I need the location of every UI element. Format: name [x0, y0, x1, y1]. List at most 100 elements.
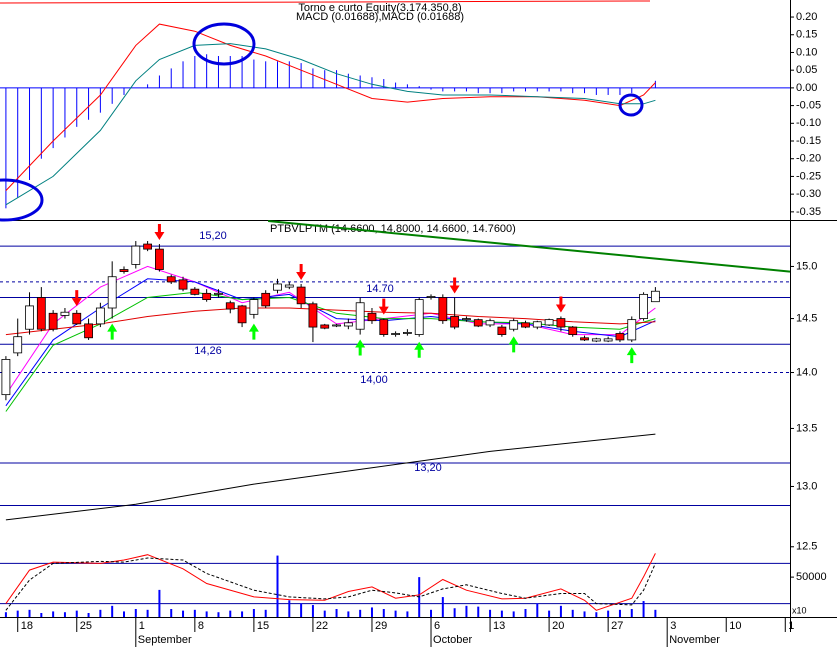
candle-body	[426, 296, 436, 298]
buy-arrow	[508, 336, 519, 353]
y-tick-label: 14.0	[796, 366, 817, 378]
highlight-ellipse	[192, 22, 256, 66]
candle-body	[615, 333, 625, 341]
candle-body	[627, 319, 637, 341]
level-label: 15,20	[199, 230, 227, 242]
candle-body	[497, 326, 507, 335]
candle-body	[308, 303, 318, 328]
candle-body	[72, 312, 82, 325]
y-tick-label: 50000	[796, 571, 827, 583]
candle-body	[332, 324, 341, 327]
y-tick-label: 13.5	[796, 422, 817, 434]
x-tick-label: 15	[257, 620, 269, 632]
x-tick-label: 1	[788, 620, 794, 632]
buy-arrow	[107, 323, 118, 340]
candle-body	[273, 283, 282, 291]
candle-body	[473, 319, 483, 327]
candle-body	[650, 290, 660, 303]
x-tick-label: 10	[729, 620, 741, 632]
candle-body	[214, 292, 223, 295]
candle-body	[155, 248, 164, 270]
candle-body	[119, 269, 129, 272]
candle-body	[166, 276, 176, 283]
y-tick-label: -0.15	[796, 135, 821, 147]
sell-arrow	[154, 224, 165, 241]
x-tick-label: 20	[552, 620, 564, 632]
level-label: 14.70	[366, 283, 394, 295]
candle-body	[107, 276, 117, 309]
sell-arrow	[296, 263, 307, 280]
candle-body	[261, 292, 271, 307]
series-line	[5, 433, 656, 521]
x-tick-label: 6	[434, 620, 440, 632]
x-tick-label: 29	[375, 620, 387, 632]
candle-body	[580, 337, 589, 341]
candle-body	[591, 338, 601, 342]
y-tick-label: -0.35	[796, 206, 821, 218]
candle-body	[544, 319, 554, 326]
candle-body	[462, 318, 471, 321]
y-tick-label: 0.10	[796, 46, 817, 58]
y-tick-label: 15.0	[796, 260, 817, 272]
y-tick-label: 0.20	[796, 11, 817, 23]
x-tick-label: 18	[21, 620, 33, 632]
y-tick-label: 12.5	[796, 541, 817, 553]
equity-caption: Torno e curto Equity(3.174.350,8)	[298, 2, 461, 14]
candle-body	[296, 286, 306, 305]
series-line	[5, 557, 656, 611]
candle-body	[355, 302, 365, 330]
candle-body	[25, 305, 34, 330]
marks: 0.20 0.15 0.10 0.05 0.00 -0.05 -0.10 -0.15 -0.20…	[0, 11, 827, 647]
series-line	[5, 23, 656, 191]
candle-body	[95, 307, 105, 325]
candle-body	[320, 324, 330, 329]
series-line	[5, 43, 656, 206]
candle-body	[402, 332, 412, 334]
candle-body	[60, 311, 70, 316]
candle-body	[178, 279, 188, 290]
buy-arrow	[355, 339, 366, 356]
y-tick-label: -0.05	[796, 99, 821, 111]
equity-line	[0, 0, 651, 4]
candle-body	[343, 322, 353, 327]
candle-body	[521, 322, 530, 328]
highlight-ellipse	[0, 178, 44, 222]
y-tick-label: 0.00	[796, 82, 817, 94]
candle-body	[225, 302, 235, 310]
price-title: PTBVLPTM (14.6600, 14.8000, 14.6600, 14.…	[270, 223, 516, 235]
candle-body	[131, 245, 141, 265]
highlight-ellipse	[618, 93, 644, 117]
x-tick-label: 1	[139, 620, 145, 632]
buy-arrow	[626, 347, 637, 364]
month-label: September	[138, 634, 192, 646]
sell-arrow	[555, 296, 566, 313]
x-tick-label: 27	[611, 620, 623, 632]
macd-title: MACD (0.01688),MACD (0.01688)	[296, 11, 464, 23]
x-tick-label: 22	[316, 620, 328, 632]
x-tick-label: 25	[80, 620, 92, 632]
y-tick-label: 13.0	[796, 480, 817, 492]
candle-body	[532, 321, 542, 328]
candle-body	[367, 312, 377, 322]
candle-body	[249, 299, 259, 315]
y-tick-label: -0.20	[796, 153, 821, 165]
candle-body	[485, 320, 495, 326]
multiplier-label: x10	[792, 605, 807, 615]
y-tick-label: -0.30	[796, 188, 821, 200]
buy-arrow	[248, 323, 259, 340]
candle-body	[391, 333, 400, 335]
series-line	[268, 220, 791, 273]
candle-body	[639, 293, 648, 319]
sell-arrow	[378, 298, 389, 315]
candle-body	[202, 292, 212, 301]
candle-body	[603, 338, 613, 342]
candle-body	[84, 323, 93, 339]
month-label: October	[433, 634, 472, 646]
level-label: 14,26	[194, 345, 222, 357]
candle-body	[1, 359, 11, 396]
level-label: 13,20	[414, 462, 442, 474]
candle-body	[438, 297, 448, 322]
month-label: November	[669, 634, 720, 646]
candle-body	[284, 284, 294, 288]
